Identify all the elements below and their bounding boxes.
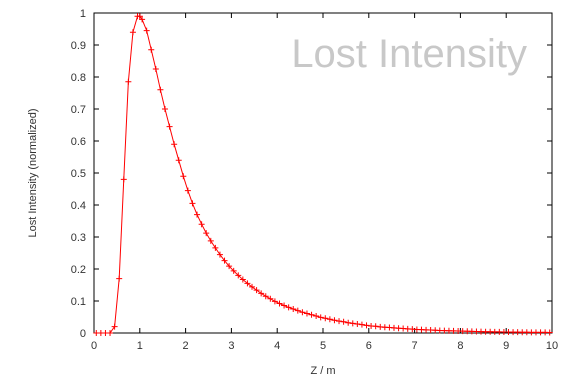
y-axis-label: Lost Intensity (normalized) [27, 109, 39, 238]
x-tick-label: 9 [503, 340, 509, 352]
y-tick-label: 1 [80, 8, 86, 20]
data-point [372, 323, 379, 330]
data-point [230, 267, 237, 274]
y-tick-label: 0.7 [71, 104, 86, 116]
data-point [107, 330, 114, 336]
data-point [340, 318, 347, 325]
data-point [212, 244, 219, 251]
data-point [116, 275, 123, 282]
data-point [175, 157, 182, 164]
chart-title: Lost Intensity [291, 32, 527, 76]
y-tick-label: 0.3 [71, 232, 86, 244]
data-point [276, 300, 283, 307]
data-point [258, 290, 265, 297]
data-point [313, 313, 320, 320]
y-tick-label: 0 [80, 328, 86, 340]
data-point [148, 46, 155, 53]
data-point [299, 309, 306, 316]
data-point [189, 200, 196, 207]
y-tick-label: 0.6 [71, 136, 86, 148]
data-point [349, 320, 356, 327]
data-point [226, 263, 233, 270]
data-point [294, 307, 301, 314]
data-point [363, 322, 370, 329]
data-point [139, 16, 146, 23]
data-point [129, 29, 136, 36]
x-tick-label: 4 [274, 340, 280, 352]
x-tick-label: 0 [91, 340, 97, 352]
data-point [249, 283, 256, 290]
data-point [253, 287, 260, 294]
data-point [157, 86, 164, 93]
data-point [125, 78, 132, 85]
x-tick-label: 10 [546, 340, 558, 352]
data-point [331, 317, 338, 324]
data-point [180, 173, 187, 180]
data-point [194, 211, 201, 218]
y-tick-label: 0.9 [71, 40, 86, 52]
data-point [271, 298, 278, 305]
data-point [152, 66, 159, 72]
data-point [136, 13, 143, 20]
x-tick-label: 7 [412, 340, 418, 352]
y-tick-label: 0.8 [71, 72, 86, 84]
y-tick-label: 0.1 [71, 296, 86, 308]
data-point [303, 310, 310, 317]
data-point [120, 176, 127, 183]
series-layer [93, 13, 553, 336]
data-point [308, 311, 315, 318]
data-point [161, 106, 168, 112]
x-tick-label: 5 [320, 340, 326, 352]
data-point [203, 230, 210, 237]
data-point [290, 306, 297, 312]
y-axis: 0 0.1 0.2 0.3 0.4 0.5 0.6 0.7 0.8 0.9 1 [71, 8, 552, 340]
data-point [262, 293, 269, 300]
data-point [317, 314, 324, 321]
x-tick-label: 8 [457, 340, 463, 352]
data-point [345, 319, 352, 326]
data-point [166, 123, 173, 130]
data-point [322, 315, 329, 322]
data-point [281, 302, 288, 309]
x-tick-label: 3 [228, 340, 234, 352]
data-point [336, 318, 343, 325]
data-point [235, 272, 242, 279]
data-point [239, 276, 246, 283]
data-point [207, 237, 214, 244]
data-point [354, 321, 361, 328]
y-tick-label: 0.5 [71, 168, 86, 180]
x-tick-label: 1 [137, 340, 143, 352]
data-point [198, 221, 205, 228]
x-tick-label: 6 [366, 340, 372, 352]
x-axis: 0 1 2 3 4 5 6 7 8 9 10 [91, 13, 558, 352]
x-axis-label: Z / m [310, 365, 335, 377]
data-point [184, 187, 191, 194]
data-point [111, 323, 118, 330]
y-tick-label: 0.4 [71, 200, 86, 212]
x-tick-label: 2 [183, 340, 189, 352]
data-point [244, 280, 251, 287]
data-point [358, 321, 365, 328]
data-point [143, 27, 150, 34]
data-point [285, 304, 292, 311]
data-point [326, 316, 333, 323]
data-point [546, 329, 553, 336]
chart-title-layer: Lost Intensity [291, 32, 527, 76]
data-point [216, 251, 223, 258]
y-tick-label: 0.2 [71, 264, 86, 276]
data-point [171, 141, 178, 148]
data-point [221, 257, 228, 264]
data-point [267, 295, 274, 302]
